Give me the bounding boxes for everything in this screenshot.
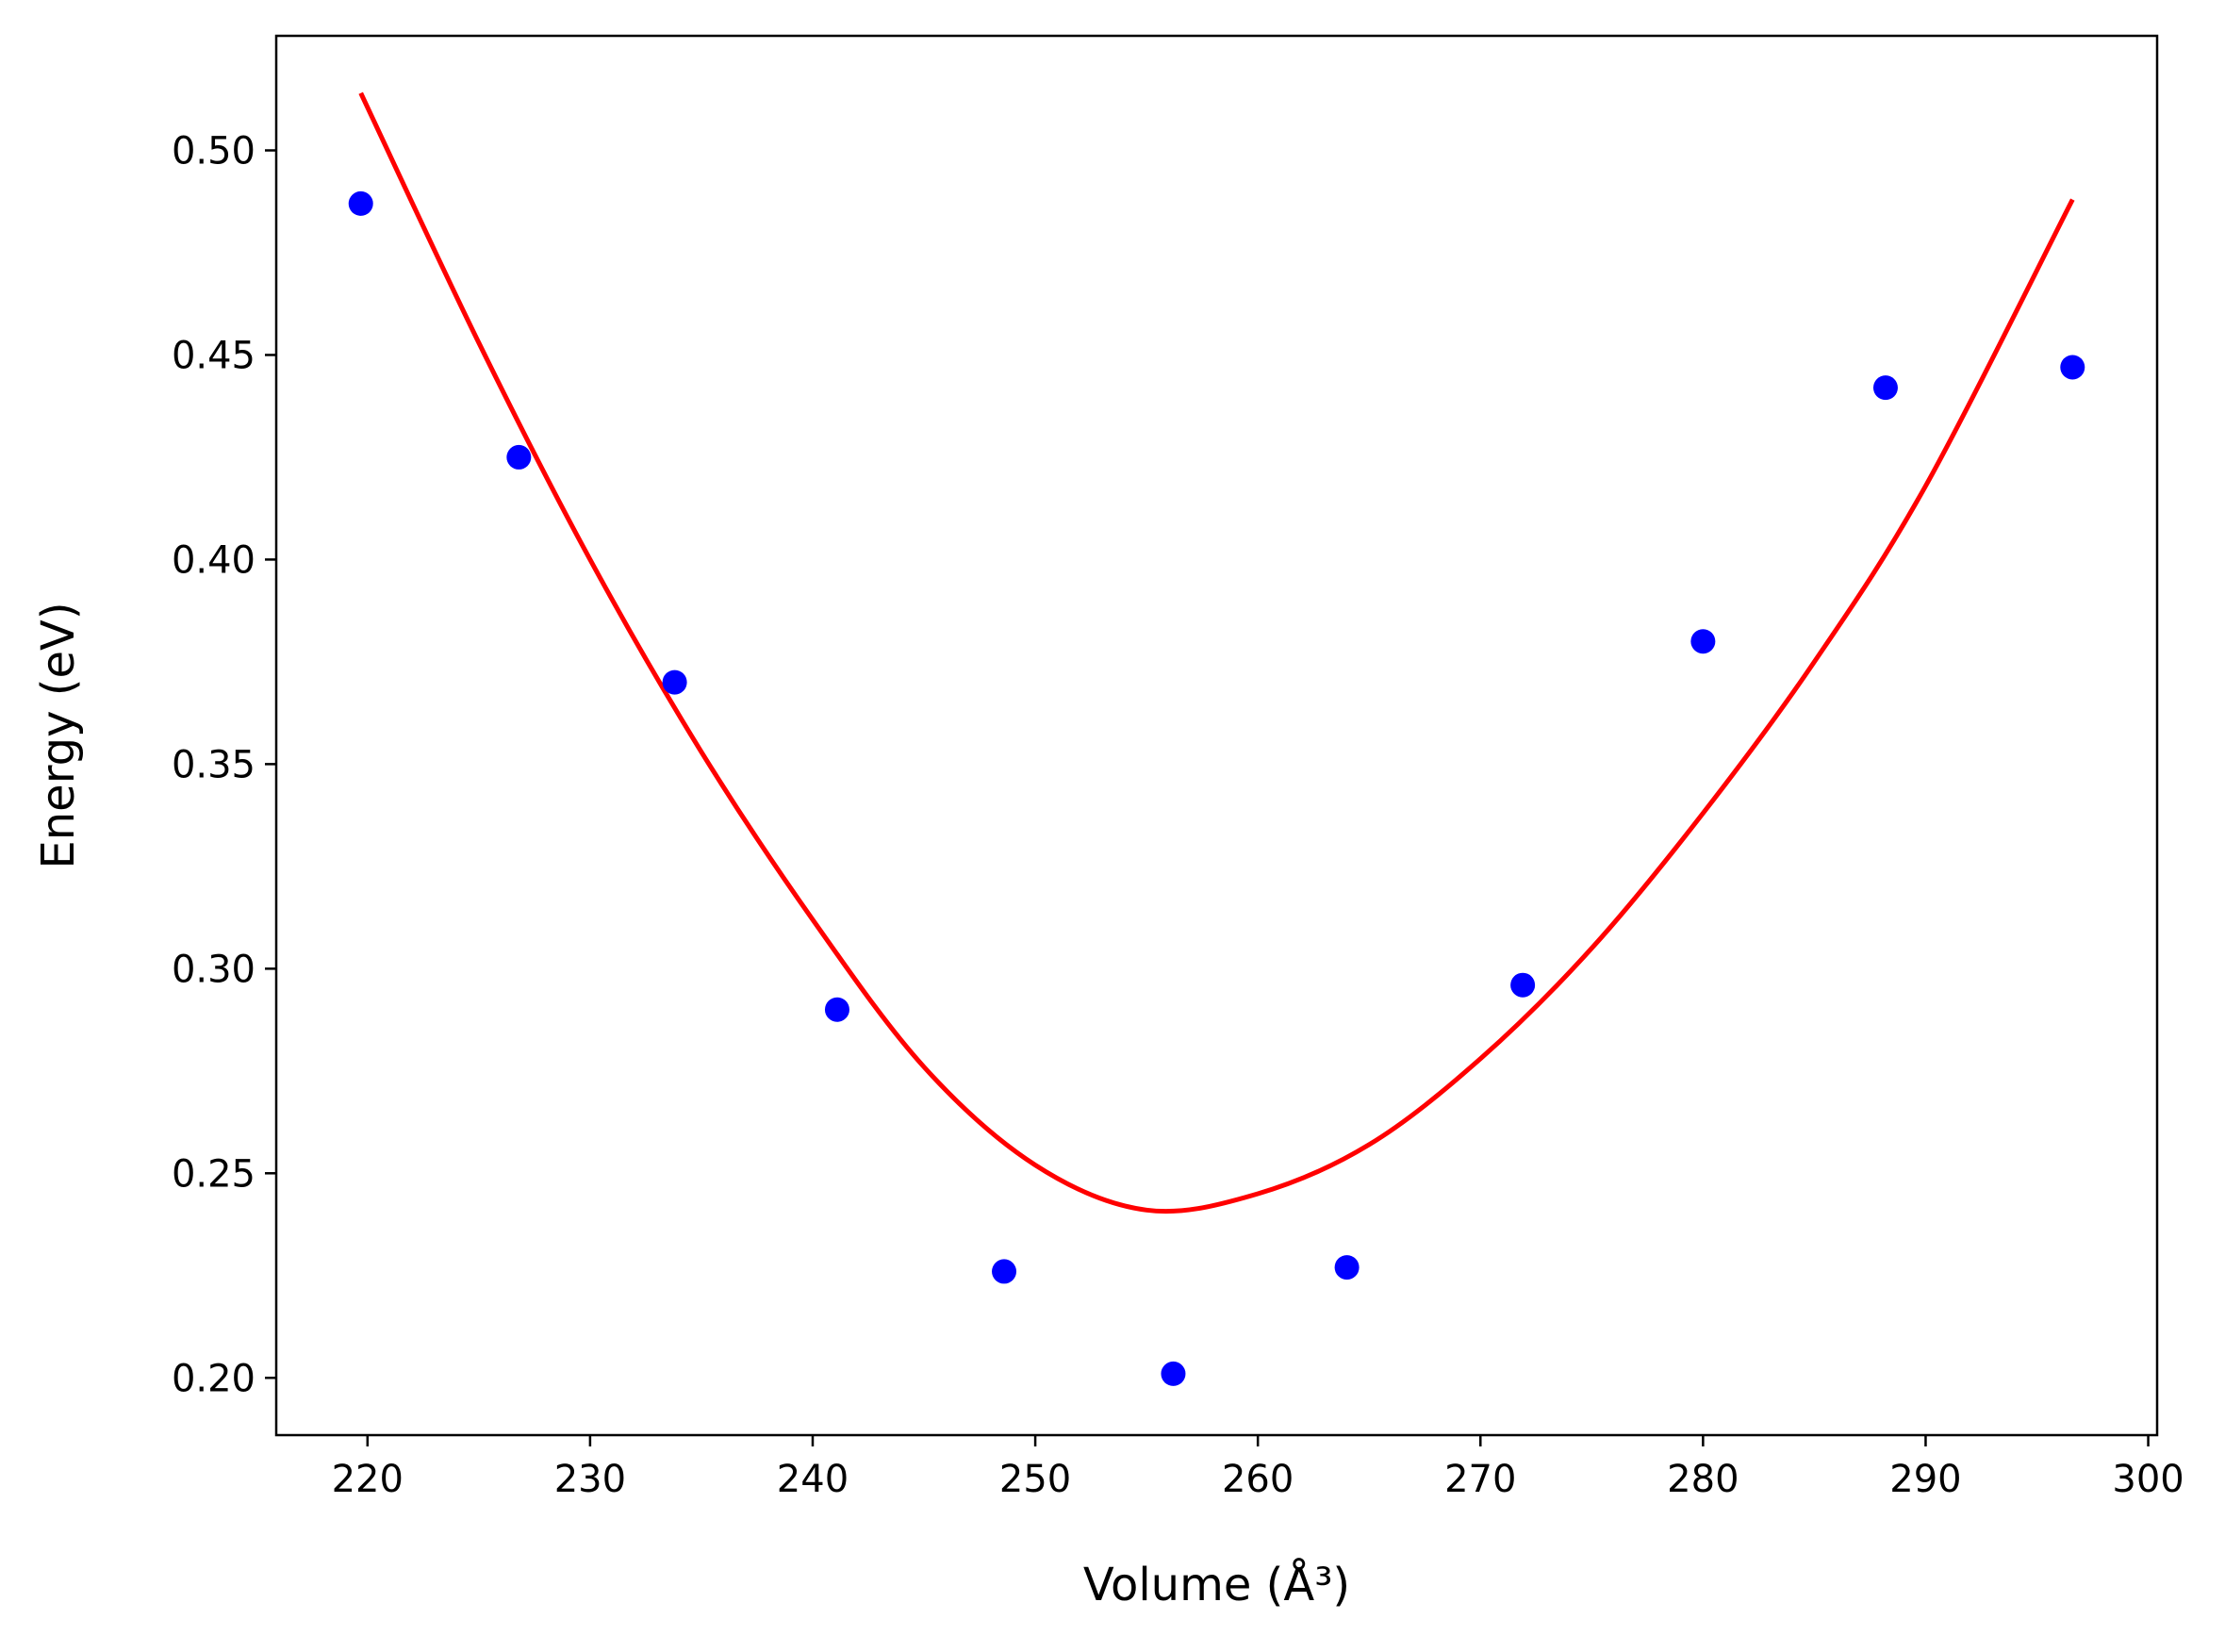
- data-point: [824, 997, 849, 1022]
- x-tick-label: 240: [777, 1458, 849, 1501]
- x-tick-label: 220: [332, 1458, 404, 1501]
- x-tick-label: 300: [2112, 1458, 2184, 1501]
- y-tick-label: 0.40: [172, 538, 255, 582]
- data-point: [662, 669, 687, 695]
- x-tick-label: 250: [999, 1458, 1071, 1501]
- ticks-layer: 220 230 240 250 260 270 280 290 300 0.20 0.25 0.30 0…: [172, 129, 2184, 1501]
- y-tick-label: 0.20: [172, 1357, 255, 1400]
- points-layer: [348, 190, 2085, 1386]
- y-axis-label: Energy (eV): [32, 602, 85, 868]
- y-tick-label: 0.35: [172, 743, 255, 786]
- data-point: [348, 190, 373, 216]
- plot-frame: [274, 34, 2159, 1437]
- y-tick-label: 0.30: [172, 948, 255, 991]
- x-tick-label: 260: [1222, 1458, 1294, 1501]
- data-point: [1510, 972, 1536, 998]
- data-point: [1334, 1255, 1360, 1280]
- fit-layer: [358, 91, 2075, 1214]
- x-tick-label: 230: [554, 1458, 626, 1501]
- x-tick-label: 290: [1889, 1458, 1961, 1501]
- data-point: [1161, 1361, 1186, 1386]
- x-axis-label: Volume (Å³): [1083, 1558, 1350, 1611]
- x-tick-label: 280: [1667, 1458, 1739, 1501]
- fit-curve: [358, 91, 2075, 1214]
- data-point: [1690, 629, 1716, 654]
- x-tick-label: 270: [1444, 1458, 1516, 1501]
- data-point: [1872, 375, 1898, 401]
- data-point: [992, 1259, 1017, 1284]
- y-tick-label: 0.50: [172, 129, 255, 173]
- y-tick-label: 0.45: [172, 334, 255, 377]
- data-point: [506, 444, 532, 470]
- y-tick-label: 0.25: [172, 1152, 255, 1196]
- data-point: [2060, 355, 2085, 380]
